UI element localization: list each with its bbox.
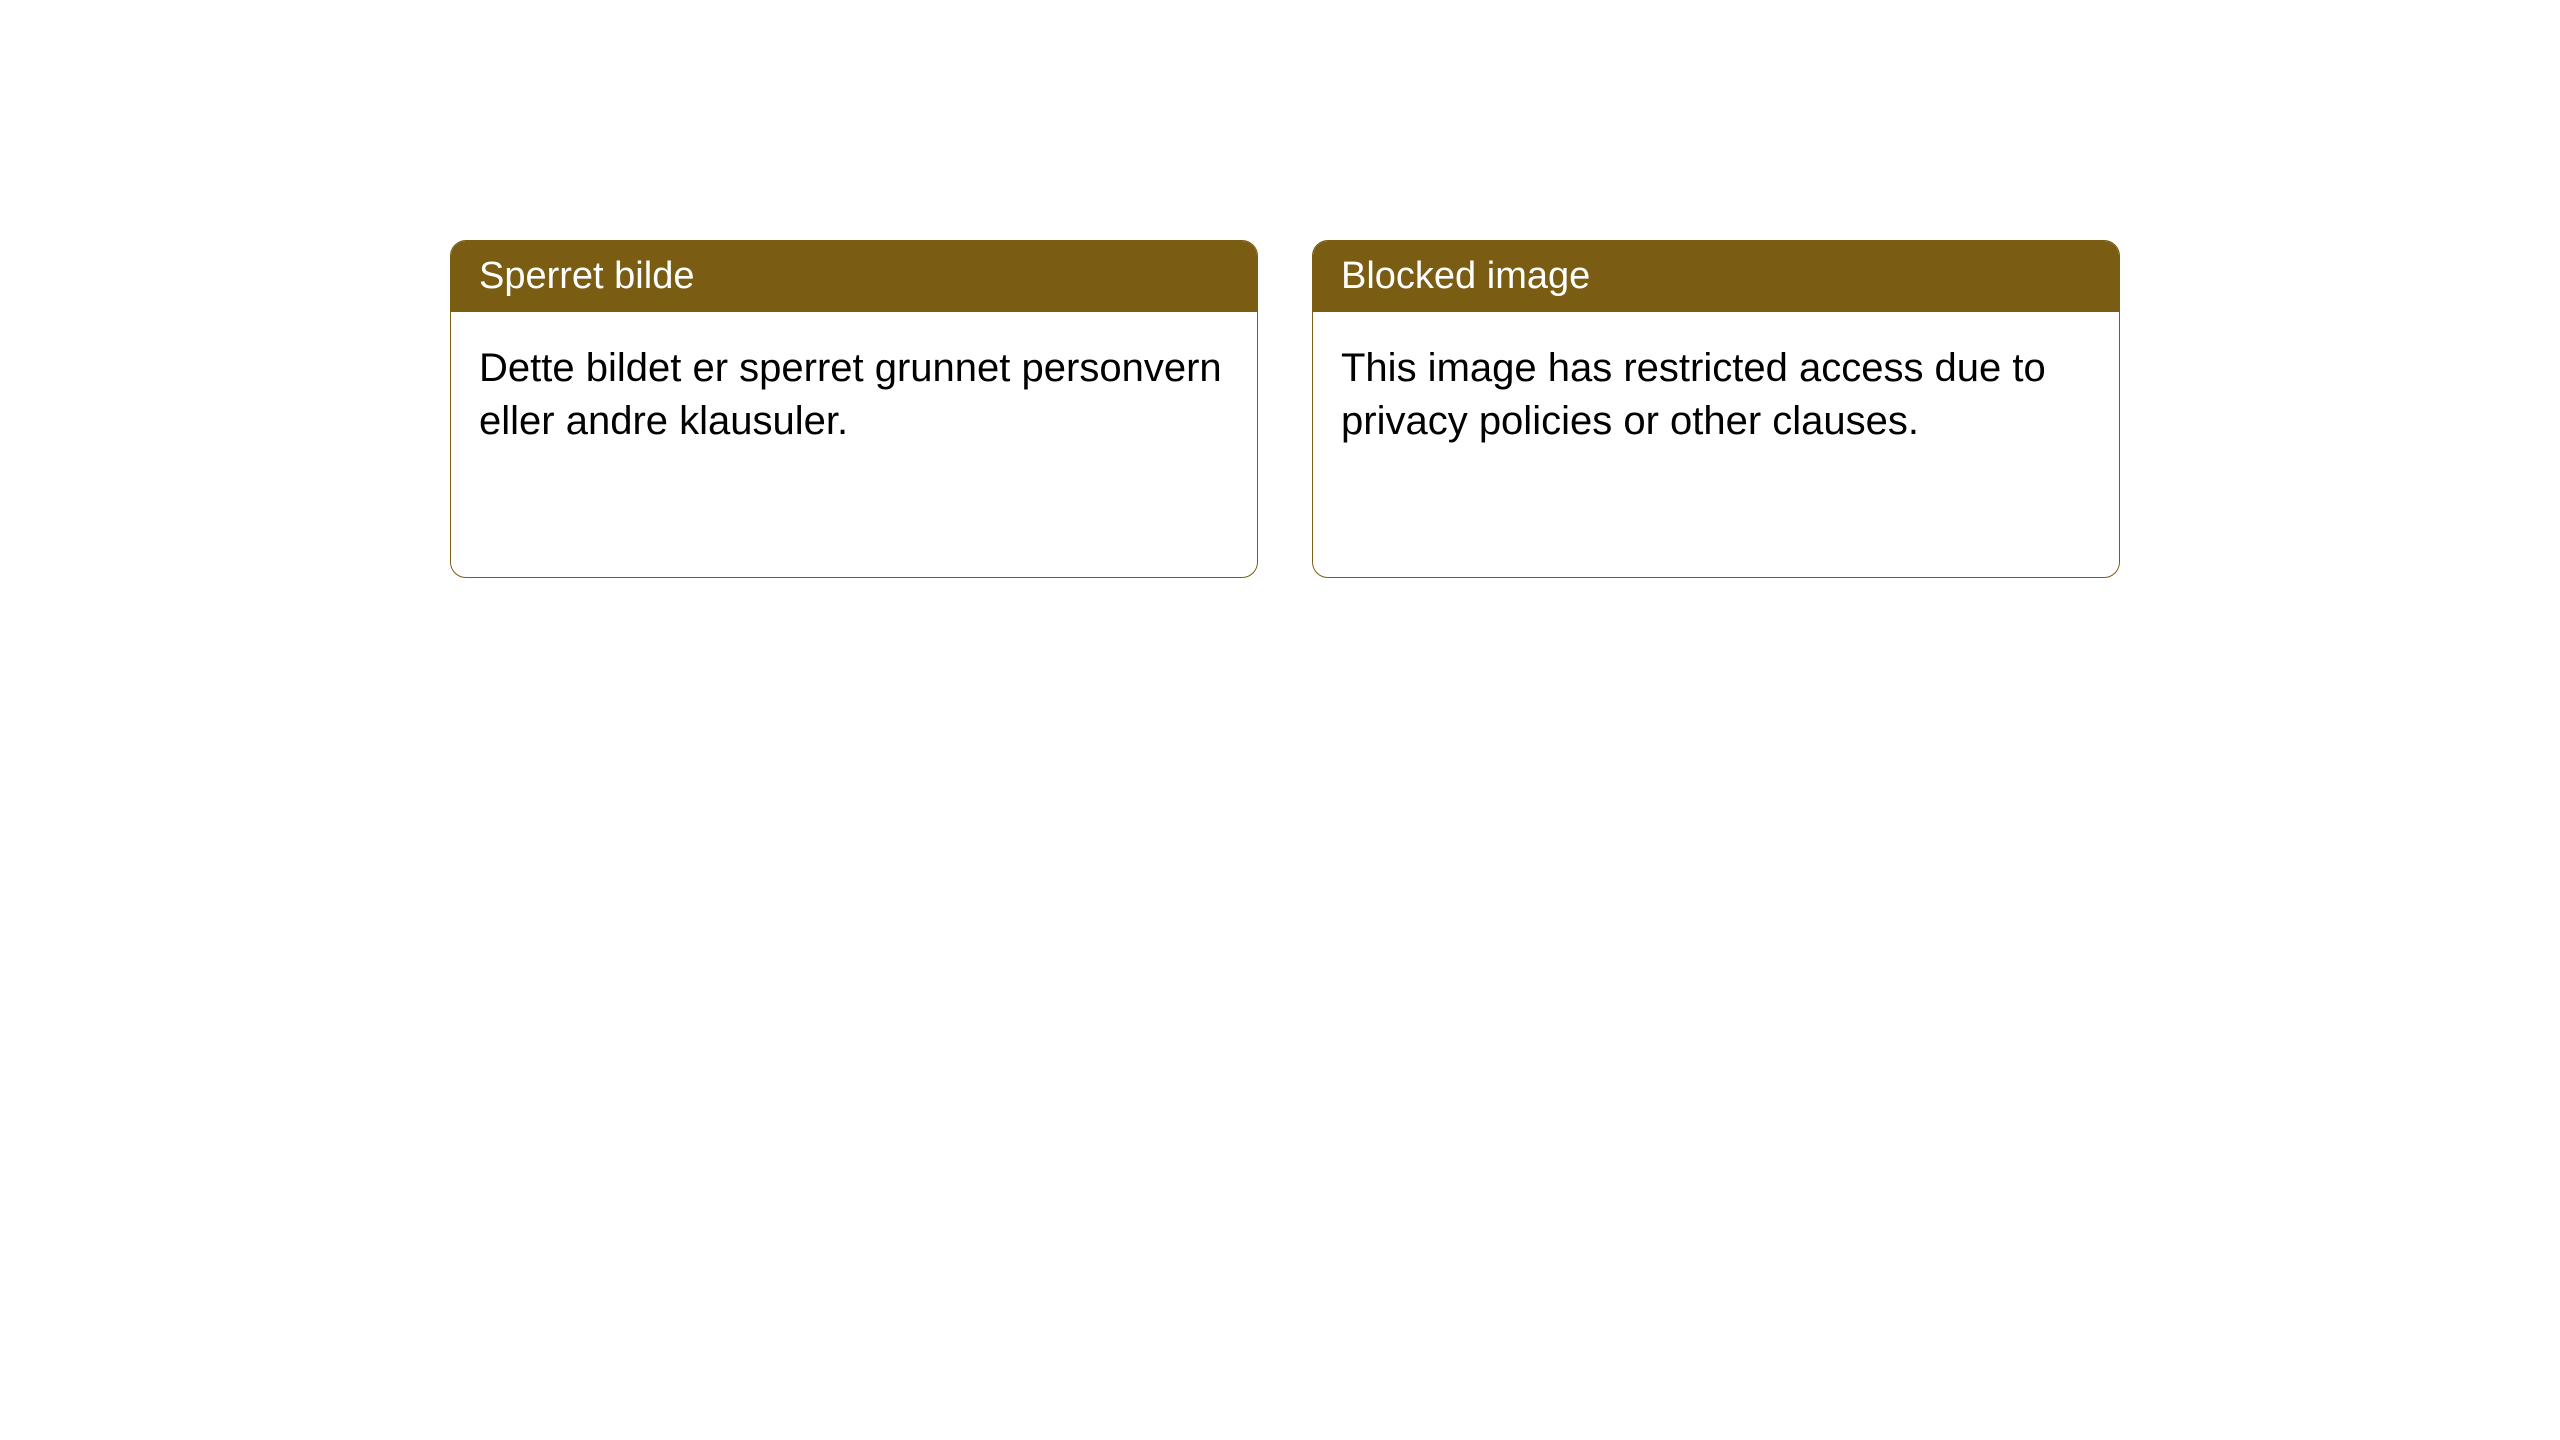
notice-card-english: Blocked image This image has restricted … [1312,240,2120,578]
notice-card-norwegian: Sperret bilde Dette bildet er sperret gr… [450,240,1258,578]
card-body: Dette bildet er sperret grunnet personve… [451,312,1257,478]
card-header: Blocked image [1313,241,2119,312]
card-body-text: This image has restricted access due to … [1341,346,2046,443]
card-title: Blocked image [1341,255,1590,297]
card-body-text: Dette bildet er sperret grunnet personve… [479,346,1222,443]
card-title: Sperret bilde [479,255,694,297]
card-header: Sperret bilde [451,241,1257,312]
card-body: This image has restricted access due to … [1313,312,2119,478]
notice-cards-container: Sperret bilde Dette bildet er sperret gr… [0,0,2560,578]
